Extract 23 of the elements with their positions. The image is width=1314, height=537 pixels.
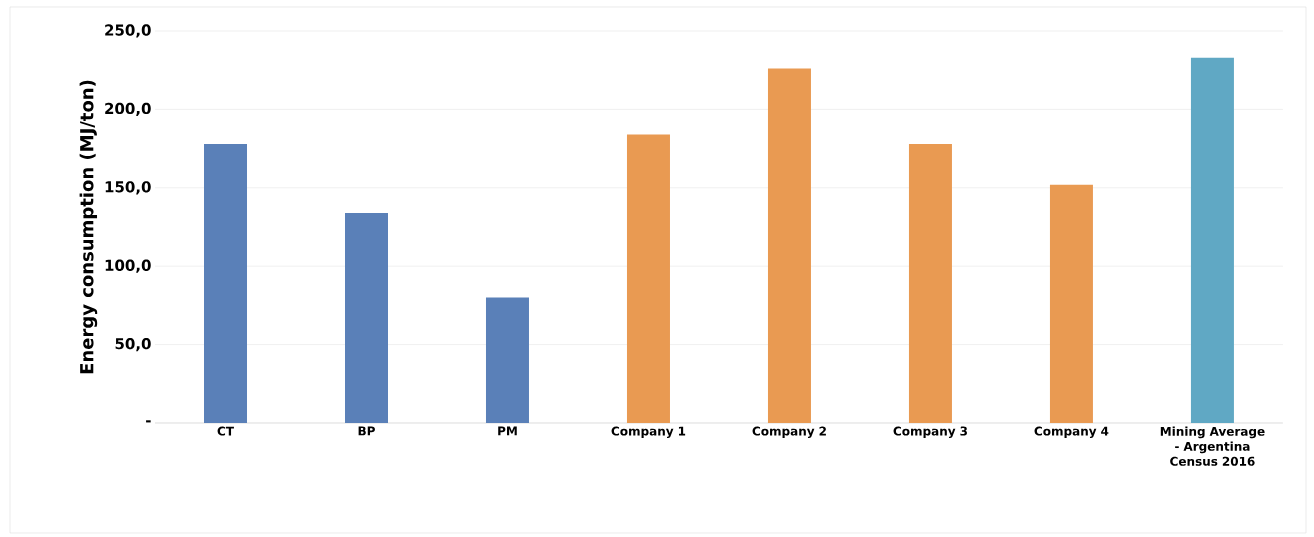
y-tick-label: 150,0 (105, 181, 151, 195)
y-tick-label: 250,0 (105, 24, 151, 38)
y-tick-label: - (146, 420, 151, 423)
bar (908, 143, 952, 423)
bar (626, 134, 670, 423)
x-tick-label: Company 1 (611, 426, 686, 439)
bar (204, 143, 248, 423)
y-tick-label: 100,0 (105, 259, 151, 273)
bar (345, 212, 388, 423)
bar (1190, 57, 1234, 423)
x-tick-label: BP (358, 426, 375, 436)
x-tick-label: Company 4 (1034, 426, 1109, 439)
bar (767, 68, 811, 423)
x-tick-label: Mining Average - Argentina Census 2016 (1160, 426, 1265, 466)
y-tick-label: 200,0 (105, 102, 151, 117)
y-axis-title: Energy consumption (MJ/ton) (79, 80, 98, 374)
x-tick-label: PM (498, 426, 517, 436)
bar (485, 297, 529, 423)
x-tick-label: Company 2 (752, 426, 826, 439)
y-tick-label: 50,0 (115, 337, 151, 352)
bar (1049, 184, 1093, 423)
x-tick-label: CT (217, 426, 234, 436)
x-tick-label: Company 3 (893, 426, 967, 439)
